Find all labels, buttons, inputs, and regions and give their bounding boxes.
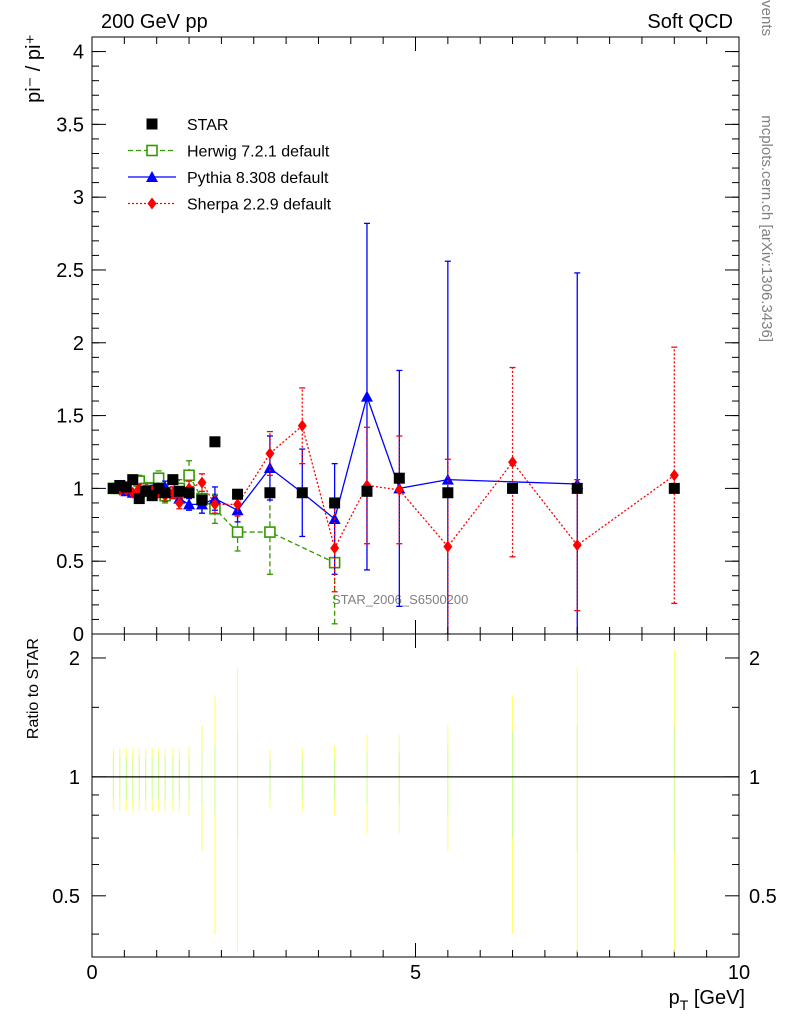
header-left-text: 200 GeV pp bbox=[101, 11, 208, 33]
ratio-xtick-label: 10 bbox=[728, 962, 750, 984]
legend-sherpa-label: Sherpa 2.2.9 default bbox=[187, 197, 332, 214]
rivet-label: Rivet 3.1.10, ≥ 100k events bbox=[758, 0, 775, 36]
legend-pythia-label: Pythia 8.308 default bbox=[187, 170, 329, 187]
main-ytick-label: 0.5 bbox=[56, 551, 84, 573]
main-ytick-label: 3.5 bbox=[56, 114, 84, 136]
star-point bbox=[120, 481, 132, 493]
legend: STAR Herwig 7.2.1 default Pythia 8.308 def… bbox=[128, 117, 332, 214]
pythia-point bbox=[441, 473, 454, 485]
sherpa-line bbox=[113, 424, 675, 550]
star-point bbox=[571, 482, 583, 494]
ratio-ytick-label: 0.5 bbox=[52, 886, 80, 908]
mcplots-label: mcplots.cern.ch [arXiv:1306.3436] bbox=[758, 115, 775, 342]
ratio-ytick-label-right: 1 bbox=[749, 767, 760, 789]
xlabel-p: p bbox=[669, 987, 680, 1009]
pythia-point bbox=[263, 462, 276, 474]
star-point bbox=[140, 485, 152, 497]
legend-star-label: STAR bbox=[187, 117, 228, 134]
ratio-ytick-label-right: 0.5 bbox=[749, 886, 777, 908]
ratio-ytick-label: 2 bbox=[69, 648, 80, 670]
main-ytick-label: 3 bbox=[73, 187, 84, 209]
star-point bbox=[107, 482, 119, 494]
pythia-point bbox=[360, 390, 373, 402]
star-point bbox=[159, 487, 171, 499]
star-point bbox=[196, 494, 208, 506]
herwig-point bbox=[231, 526, 244, 538]
legend-herwig-marker bbox=[146, 144, 158, 157]
ratio-xtick-label: 5 bbox=[410, 962, 421, 984]
star-point bbox=[127, 474, 139, 486]
star-point bbox=[183, 487, 195, 499]
xlabel-sub: T bbox=[680, 997, 689, 1013]
star-point bbox=[361, 485, 373, 497]
sherpa-point bbox=[572, 539, 582, 552]
sherpa-point bbox=[210, 498, 220, 511]
herwig-point bbox=[183, 469, 195, 482]
star-point bbox=[264, 487, 276, 499]
star-point bbox=[133, 493, 145, 505]
ratio-ytick-label: 1 bbox=[69, 767, 80, 789]
main-ytick-label: 1 bbox=[73, 478, 84, 500]
legend-sherpa-marker bbox=[147, 197, 157, 210]
sherpa-point bbox=[330, 542, 340, 555]
main-ytick-label: 1.5 bbox=[56, 406, 84, 428]
star-point bbox=[173, 485, 185, 497]
sherpa-point bbox=[297, 419, 307, 432]
star-point bbox=[146, 490, 158, 502]
legend-pythia-marker bbox=[146, 171, 158, 182]
ratio-ytick-label-right: 2 bbox=[749, 648, 760, 670]
main-panel: 0 0.5 1 1.5 2 2.5 3 3.5 4 bbox=[56, 36, 740, 957]
star-point bbox=[209, 436, 221, 448]
sherpa-point bbox=[233, 498, 243, 511]
star-point bbox=[114, 479, 126, 491]
ratio-panel: 0 5 100.5 0.51 12 2 bbox=[52, 37, 777, 984]
sherpa-point bbox=[508, 456, 518, 469]
main-ytick-label: 4 bbox=[73, 42, 84, 64]
header-right-text: Soft QCD bbox=[647, 11, 733, 33]
legend-herwig-label: Herwig 7.2.1 default bbox=[187, 144, 330, 161]
main-ylabel: pi⁻ / pi⁺ bbox=[23, 34, 45, 103]
main-data bbox=[107, 222, 680, 634]
sherpa-point bbox=[265, 447, 275, 460]
star-point bbox=[442, 487, 454, 499]
star-point bbox=[329, 497, 341, 509]
ratio-xtick-label: 0 bbox=[86, 962, 97, 984]
ratio-xlabel: pT [GeV] bbox=[669, 987, 745, 1013]
main-ytick-label: 2 bbox=[73, 333, 84, 355]
star-point bbox=[167, 474, 179, 486]
ratio-ylabel: Ratio to STAR bbox=[25, 638, 42, 739]
sherpa-point bbox=[443, 540, 453, 553]
sherpa-point bbox=[174, 496, 184, 509]
star-point bbox=[393, 472, 405, 484]
star-point bbox=[668, 482, 680, 494]
xlabel-unit: [GeV] bbox=[688, 987, 745, 1009]
star-point bbox=[296, 487, 308, 499]
star-point bbox=[232, 488, 244, 500]
sherpa-point bbox=[669, 469, 679, 482]
herwig-point bbox=[264, 526, 276, 538]
star-point bbox=[153, 482, 165, 494]
main-ytick-label: 2.5 bbox=[56, 260, 84, 282]
main-ytick-label: 0 bbox=[73, 624, 84, 646]
pythia-point bbox=[208, 492, 221, 504]
analysis-watermark: STAR_2006_S6500200 bbox=[332, 592, 468, 607]
ratio-frame bbox=[91, 633, 740, 958]
star-point bbox=[507, 482, 519, 494]
legend-star-marker bbox=[146, 118, 158, 130]
sherpa-point bbox=[197, 476, 207, 489]
sherpa-point bbox=[394, 483, 404, 496]
pythia-point bbox=[183, 498, 196, 510]
